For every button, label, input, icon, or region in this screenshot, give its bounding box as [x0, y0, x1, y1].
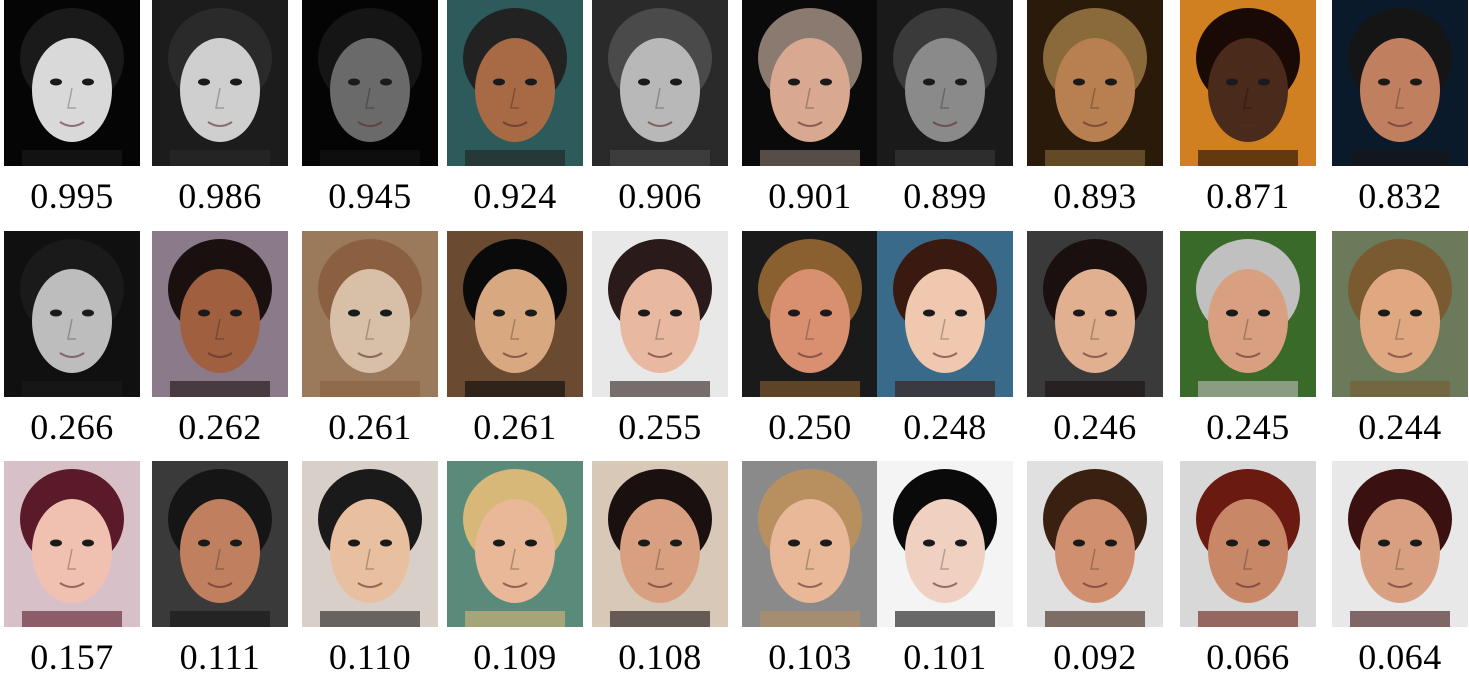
- face-score: 0.832: [1358, 176, 1442, 216]
- face-card: 0.945: [300, 0, 440, 231]
- face-score: 0.924: [473, 176, 557, 216]
- face-card: 0.255: [590, 231, 730, 462]
- face-card: 0.103: [740, 461, 880, 692]
- face-card: 0.101: [875, 461, 1015, 692]
- face-photo: [447, 461, 583, 627]
- face-card: 0.266: [2, 231, 142, 462]
- face-score: 0.261: [473, 407, 557, 447]
- face-card: 0.157: [2, 461, 142, 692]
- face-card: 0.986: [150, 0, 290, 231]
- face-photo: [302, 461, 438, 627]
- face-photo: [1027, 461, 1163, 627]
- face-photo: [592, 461, 728, 627]
- face-score: 0.103: [768, 637, 852, 677]
- face-score: 0.111: [179, 637, 261, 677]
- face-card: 0.250: [740, 231, 880, 462]
- face-photo: [877, 231, 1013, 397]
- face-photo: [1180, 461, 1316, 627]
- face-photo: [1332, 461, 1468, 627]
- face-photo: [1027, 0, 1163, 166]
- face-score: 0.899: [903, 176, 987, 216]
- face-score: 0.995: [30, 176, 114, 216]
- face-card: 0.244: [1330, 231, 1469, 462]
- face-card: 0.092: [1025, 461, 1165, 692]
- face-photo: [1180, 0, 1316, 166]
- face-score: 0.871: [1206, 176, 1290, 216]
- face-card: 0.995: [2, 0, 142, 231]
- face-score: 0.893: [1053, 176, 1137, 216]
- face-score: 0.245: [1206, 407, 1290, 447]
- face-card: 0.871: [1178, 0, 1318, 231]
- face-score: 0.108: [618, 637, 702, 677]
- face-photo: [302, 0, 438, 166]
- face-score: 0.248: [903, 407, 987, 447]
- face-score: 0.066: [1206, 637, 1290, 677]
- row-3: 0.157 0.111 0.110: [0, 461, 1469, 692]
- face-card: 0.262: [150, 231, 290, 462]
- row-1: 0.995 0.986 0.945: [0, 0, 1469, 231]
- face-score: 0.901: [768, 176, 852, 216]
- face-score: 0.109: [473, 637, 557, 677]
- face-score: 0.110: [328, 637, 412, 677]
- face-score: 0.064: [1358, 637, 1442, 677]
- face-score: 0.945: [328, 176, 412, 216]
- face-score: 0.101: [903, 637, 987, 677]
- face-card: 0.066: [1178, 461, 1318, 692]
- face-photo: [152, 0, 288, 166]
- face-photo: [877, 0, 1013, 166]
- face-score: 0.262: [178, 407, 262, 447]
- row-2: 0.266 0.262 0.261: [0, 231, 1469, 462]
- face-photo: [592, 231, 728, 397]
- face-photo: [1332, 0, 1468, 166]
- face-photo: [4, 231, 140, 397]
- face-photo: [4, 0, 140, 166]
- face-card: 0.248: [875, 231, 1015, 462]
- face-photo: [877, 461, 1013, 627]
- face-card: 0.111: [150, 461, 290, 692]
- face-score: 0.266: [30, 407, 114, 447]
- face-score: 0.255: [618, 407, 702, 447]
- face-card: 0.261: [300, 231, 440, 462]
- face-card: 0.906: [590, 0, 730, 231]
- face-photo: [447, 231, 583, 397]
- face-score: 0.092: [1053, 637, 1137, 677]
- face-photo: [742, 231, 878, 397]
- face-card: 0.901: [740, 0, 880, 231]
- face-score: 0.244: [1358, 407, 1442, 447]
- face-card: 0.064: [1330, 461, 1469, 692]
- face-photo: [152, 231, 288, 397]
- face-photo: [742, 461, 878, 627]
- face-score: 0.906: [618, 176, 702, 216]
- face-photo: [4, 461, 140, 627]
- face-card: 0.899: [875, 0, 1015, 231]
- face-score: 0.157: [30, 637, 114, 677]
- face-photo: [302, 231, 438, 397]
- face-photo: [1027, 231, 1163, 397]
- face-card: 0.245: [1178, 231, 1318, 462]
- face-photo: [742, 0, 878, 166]
- face-card: 0.246: [1025, 231, 1165, 462]
- face-card: 0.110: [300, 461, 440, 692]
- face-score: 0.250: [768, 407, 852, 447]
- face-photo: [1332, 231, 1468, 397]
- face-photo: [447, 0, 583, 166]
- face-photo: [592, 0, 728, 166]
- face-score: 0.986: [178, 176, 262, 216]
- face-card: 0.924: [445, 0, 585, 231]
- face-card: 0.109: [445, 461, 585, 692]
- face-card: 0.108: [590, 461, 730, 692]
- face-photo: [152, 461, 288, 627]
- face-photo: [1180, 231, 1316, 397]
- face-card: 0.893: [1025, 0, 1165, 231]
- face-score: 0.261: [328, 407, 412, 447]
- face-card: 0.261: [445, 231, 585, 462]
- face-card: 0.832: [1330, 0, 1469, 231]
- face-score: 0.246: [1053, 407, 1137, 447]
